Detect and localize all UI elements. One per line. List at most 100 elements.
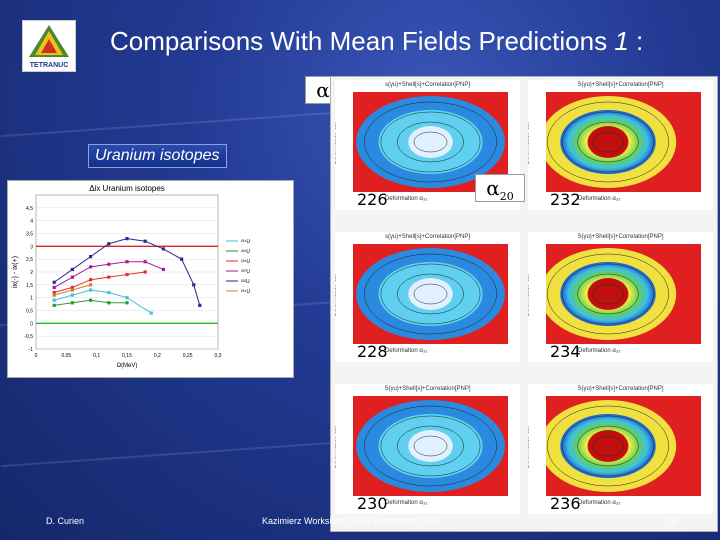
pes-panel-title: s(γu)+Shell[s]+Correlation[PNP] (384, 234, 471, 240)
footer-author: D. Curien (46, 516, 85, 526)
data-point (52, 298, 56, 302)
data-point (125, 260, 129, 264)
data-point (198, 303, 202, 307)
y-tick-label: 0 (30, 321, 33, 327)
x-tick-label: 0,05 (61, 353, 71, 359)
data-point (107, 262, 111, 266)
pes-panel-230: S(γu)+Shell[s]+Correlation[PNP] Deformati… (335, 384, 520, 514)
data-point (161, 247, 165, 251)
series-line (53, 238, 201, 306)
footer-page-number: 19 (666, 516, 677, 526)
pes-panel-226: s(γu)+Shell[s]+Correlation[PNP] Deformati… (335, 80, 520, 210)
pes-x-axis-label: Deformation α₃₂ (578, 196, 621, 202)
pes-panel-234: S(γu)+Shell[s]+Correlation[PNP] Deformati… (528, 232, 713, 362)
data-point (107, 290, 111, 295)
pes-x-axis-label: Deformation α₃₂ (578, 500, 621, 506)
pes-x-axis-label: Deformation α₃₂ (385, 348, 428, 354)
pes-y-axis-label: Deformation α₂₀ (335, 273, 338, 317)
legend-entry: ²²⁸U (241, 259, 250, 265)
y-tick-label: 2,5 (26, 257, 33, 263)
x-tick-label: 0,2 (154, 353, 161, 359)
footer-event: Kazimierz Workshop 22-26 September 2010 (262, 516, 439, 526)
pes-y-axis-label: Deformation α₂₀ (528, 121, 531, 165)
legend-entry: ²²⁶U (241, 249, 250, 255)
pes-panel-title: S(γu)+Shell[s]+Correlation[PNP] (577, 386, 664, 392)
y-tick-label: -1 (29, 347, 34, 353)
data-point (125, 272, 129, 277)
data-point (89, 283, 93, 287)
data-point (89, 298, 93, 302)
y-axis-label: ix(-) - ix(+) (12, 256, 19, 288)
y-tick-label: 4 (30, 219, 33, 225)
data-point (107, 242, 111, 246)
data-point (161, 267, 165, 272)
y-tick-label: -0,5 (24, 334, 33, 340)
data-point (89, 288, 93, 292)
data-point (143, 260, 147, 264)
alpha20-base: α (486, 176, 500, 200)
data-point (125, 301, 129, 305)
data-point (143, 239, 147, 243)
chart-title: Δix Uranium isotopes (89, 184, 165, 193)
pes-panel-232: S(γu)+Shell[s]+Correlation[PNP] Deformati… (528, 80, 713, 210)
pes-panel-236: S(γu)+Shell[s]+Correlation[PNP] Deformati… (528, 384, 713, 514)
legend-entry: ²³⁴U (241, 289, 250, 295)
alpha20-sub: 20 (499, 190, 514, 203)
x-axis-label: Ω(MeV) (117, 363, 138, 369)
pes-contour-map (546, 244, 701, 344)
data-point (52, 293, 56, 297)
data-point (143, 270, 147, 274)
alpha32-base: α (316, 78, 330, 102)
tetranuc-logo: TETRANUC (22, 20, 76, 72)
nucleus-label-232: 232 (550, 190, 581, 209)
y-tick-label: 0,5 (26, 309, 33, 315)
data-point (70, 301, 74, 305)
logo-triangle-icon (29, 25, 69, 57)
data-point (192, 283, 196, 287)
x-tick-label: 0,3 (215, 353, 222, 359)
data-point (52, 285, 56, 289)
alpha20-label: α20 (475, 174, 525, 203)
pes-x-axis-label: Deformation α₃₂ (385, 196, 428, 202)
nucleus-label-236: 236 (550, 494, 581, 513)
data-point (70, 288, 74, 292)
pes-panel-title: S(γu)+Shell[s]+Correlation[PNP] (577, 82, 664, 88)
data-point (125, 237, 129, 241)
data-point (70, 267, 74, 272)
nucleus-label-234: 234 (550, 342, 581, 361)
data-point (149, 311, 153, 315)
data-point (52, 290, 56, 295)
x-tick-label: 0,25 (183, 353, 193, 359)
x-tick-label: 0 (35, 353, 38, 359)
data-point (107, 275, 111, 279)
data-point (89, 278, 93, 282)
data-point (52, 303, 56, 307)
x-tick-label: 0,1 (93, 353, 100, 359)
nucleus-label-228: 228 (357, 342, 388, 361)
pes-y-axis-label: Deformation α₂₀ (528, 273, 531, 317)
series-line (54, 271, 146, 294)
y-tick-label: 1 (30, 296, 33, 302)
series-line (54, 289, 152, 314)
y-tick-label: 2 (30, 270, 33, 276)
legend-entry: ²³²U (241, 279, 250, 285)
data-point (52, 280, 56, 284)
pes-y-axis-label: Deformation α₂₀ (528, 425, 531, 469)
pes-panel-title: s(γu)+Shell[s]+Correlation[PNP] (384, 82, 471, 88)
pes-contour-map (546, 396, 701, 496)
pes-y-axis-label: Deformation α₂₀ (335, 425, 338, 469)
pes-x-axis-label: Deformation α₃₂ (578, 348, 621, 354)
title-text: Comparisons With Mean Fields Predictions (110, 26, 608, 56)
data-point (107, 301, 111, 305)
y-tick-label: 3,5 (26, 232, 33, 238)
data-point (89, 265, 93, 269)
pes-panel-title: S(γu)+Shell[s]+Correlation[PNP] (577, 234, 664, 240)
nucleus-label-230: 230 (357, 494, 388, 513)
pes-contour-map (546, 92, 701, 192)
pes-x-axis-label: Deformation α₃₂ (385, 500, 428, 506)
pes-contour-map (353, 396, 508, 496)
pes-contour-map (353, 244, 508, 344)
logo-text: TETRANUC (29, 62, 69, 69)
y-tick-label: 1,5 (26, 283, 33, 289)
data-point (70, 275, 74, 279)
